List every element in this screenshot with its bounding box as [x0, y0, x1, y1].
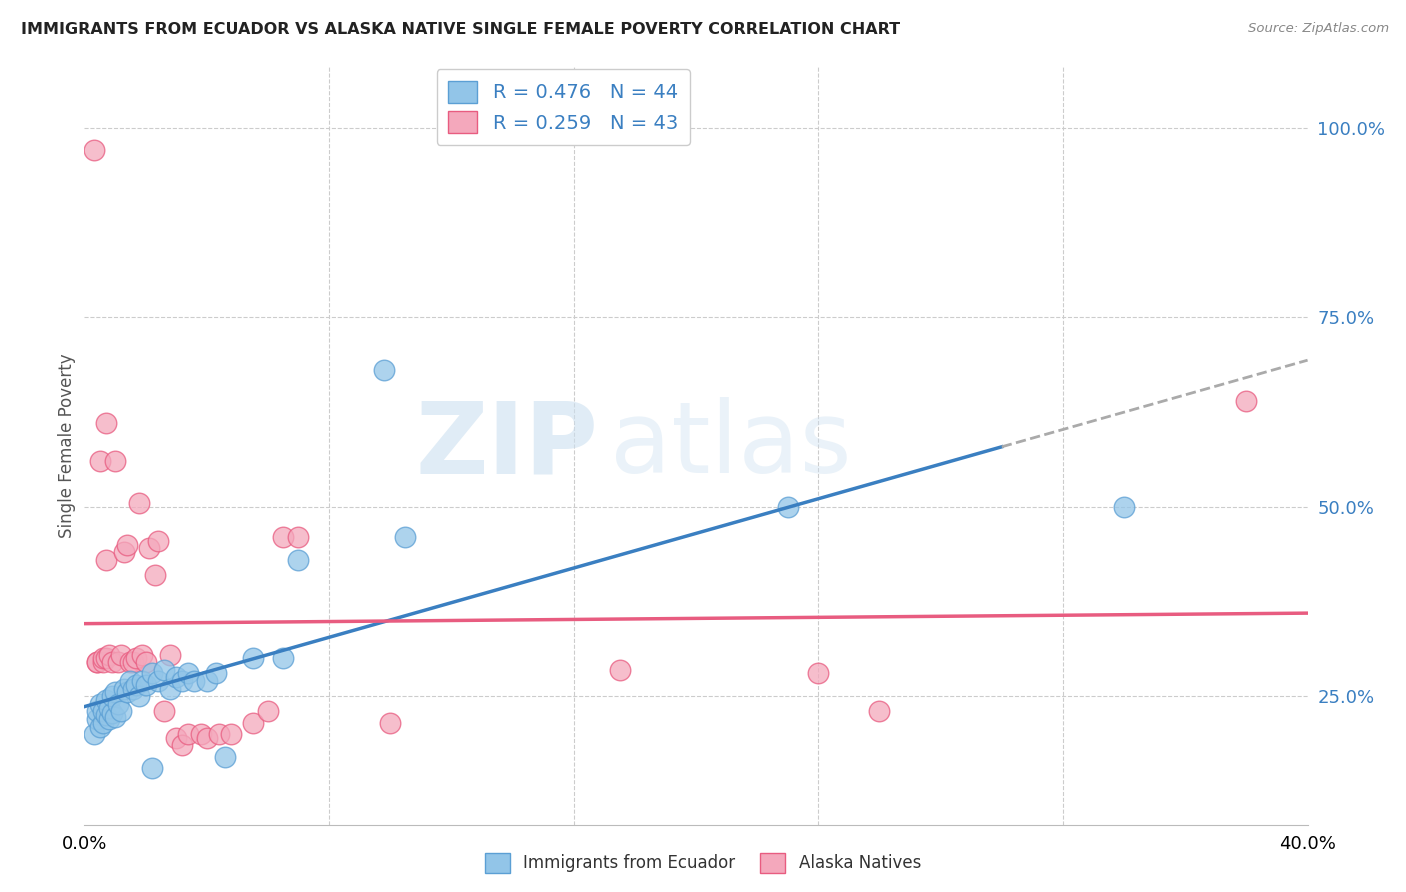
- Point: [101, 706, 124, 720]
- Point: [86, 655, 108, 669]
- Point: [131, 648, 153, 662]
- Point: [271, 530, 294, 544]
- Y-axis label: Single Female Poverty: Single Female Poverty: [58, 354, 76, 538]
- Point: [373, 363, 395, 377]
- Point: [94, 416, 117, 431]
- Point: [208, 727, 231, 741]
- Point: [125, 651, 148, 665]
- Point: [177, 666, 200, 681]
- Point: [112, 681, 135, 696]
- Point: [153, 705, 176, 719]
- Point: [89, 697, 111, 711]
- Point: [112, 545, 135, 559]
- Point: [609, 663, 631, 677]
- Point: [242, 651, 264, 665]
- Point: [91, 655, 114, 669]
- Point: [101, 689, 124, 703]
- Point: [128, 496, 150, 510]
- Point: [107, 655, 129, 669]
- Point: [94, 693, 117, 707]
- Point: [89, 454, 111, 468]
- Point: [120, 655, 142, 669]
- Point: [104, 685, 127, 699]
- Point: [104, 710, 127, 724]
- Point: [91, 705, 114, 719]
- Point: [287, 530, 309, 544]
- Point: [146, 674, 169, 689]
- Point: [219, 727, 242, 741]
- Point: [110, 648, 132, 662]
- Point: [86, 705, 108, 719]
- Point: [83, 727, 105, 741]
- Point: [271, 651, 294, 665]
- Point: [172, 674, 194, 689]
- Point: [107, 697, 129, 711]
- Point: [287, 552, 309, 567]
- Point: [195, 731, 218, 745]
- Point: [205, 666, 228, 681]
- Point: [776, 500, 799, 514]
- Point: [97, 700, 120, 714]
- Point: [143, 568, 166, 582]
- Point: [141, 761, 163, 775]
- Legend: R = 0.476   N = 44, R = 0.259   N = 43: R = 0.476 N = 44, R = 0.259 N = 43: [437, 69, 690, 145]
- Point: [195, 674, 218, 689]
- Point: [1236, 393, 1258, 408]
- Point: [120, 674, 142, 689]
- Point: [183, 674, 205, 689]
- Point: [91, 715, 114, 730]
- Point: [110, 705, 132, 719]
- Point: [869, 705, 891, 719]
- Point: [125, 678, 148, 692]
- Point: [89, 719, 111, 733]
- Point: [394, 530, 416, 544]
- Point: [94, 708, 117, 723]
- Point: [165, 670, 187, 684]
- Point: [83, 143, 105, 157]
- Point: [138, 541, 160, 556]
- Point: [94, 651, 117, 665]
- Point: [257, 705, 280, 719]
- Point: [214, 749, 236, 764]
- Point: [91, 651, 114, 665]
- Point: [159, 648, 181, 662]
- Text: ZIP: ZIP: [415, 398, 598, 494]
- Point: [190, 727, 212, 741]
- Legend: Immigrants from Ecuador, Alaska Natives: Immigrants from Ecuador, Alaska Natives: [478, 847, 928, 880]
- Point: [115, 537, 138, 551]
- Point: [86, 655, 108, 669]
- Point: [135, 655, 157, 669]
- Point: [177, 727, 200, 741]
- Text: Source: ZipAtlas.com: Source: ZipAtlas.com: [1249, 22, 1389, 36]
- Point: [94, 552, 117, 567]
- Text: IMMIGRANTS FROM ECUADOR VS ALASKA NATIVE SINGLE FEMALE POVERTY CORRELATION CHART: IMMIGRANTS FROM ECUADOR VS ALASKA NATIVE…: [21, 22, 900, 37]
- Point: [1114, 500, 1136, 514]
- Point: [141, 666, 163, 681]
- Point: [807, 666, 830, 681]
- Point: [104, 454, 127, 468]
- Point: [86, 712, 108, 726]
- Point: [135, 678, 157, 692]
- Point: [242, 715, 264, 730]
- Point: [159, 681, 181, 696]
- Point: [153, 663, 176, 677]
- Point: [97, 648, 120, 662]
- Point: [131, 674, 153, 689]
- Point: [165, 731, 187, 745]
- Point: [115, 685, 138, 699]
- Point: [128, 689, 150, 703]
- Point: [122, 681, 145, 696]
- Point: [172, 739, 194, 753]
- Point: [97, 712, 120, 726]
- Point: [146, 533, 169, 548]
- Point: [380, 715, 402, 730]
- Text: atlas: atlas: [610, 398, 852, 494]
- Point: [101, 655, 124, 669]
- Point: [122, 655, 145, 669]
